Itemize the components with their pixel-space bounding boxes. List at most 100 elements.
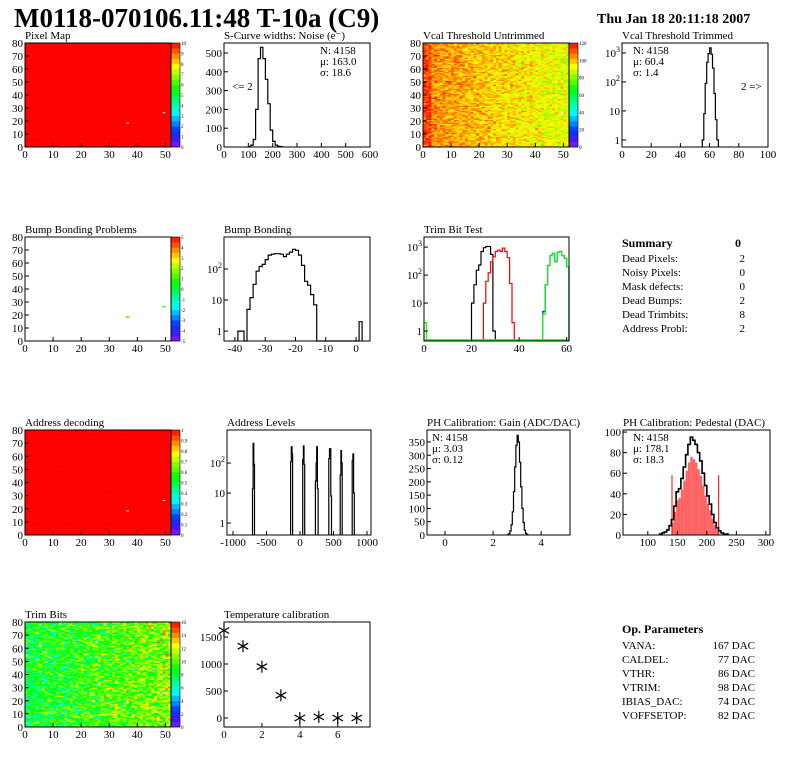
summary-count: 2: [740, 323, 746, 335]
y-tick-label: 300: [206, 86, 223, 98]
chart-title: S-Curve widths: Noise (e⁻): [224, 30, 345, 42]
palette-band: [171, 111, 180, 117]
summary-table: Summary 0 Dead Pixels: 2 Noisy Pixels: 0…: [622, 236, 746, 335]
palette-tick-label: 9: [181, 52, 184, 57]
op-param-value: 98 DAC: [718, 682, 755, 694]
palette-tick-label: 8: [181, 63, 184, 68]
y-tick-label: 400: [206, 67, 223, 79]
page-title: M0118-070106.11:48 T-10a (C9): [14, 3, 379, 33]
y-tick-label: 100: [206, 123, 223, 135]
op-parameters-title: Op. Parameters: [622, 622, 704, 636]
heatmap-cell: [126, 124, 129, 126]
palette-tick-label: 6: [181, 84, 184, 89]
palette-tick-label: 7: [181, 73, 184, 78]
y-tick-label: 0: [217, 142, 223, 154]
palette-band: [171, 74, 180, 80]
x-tick-label: 400: [313, 149, 330, 161]
x-tick-label: 40: [132, 149, 144, 161]
palette-band: [171, 95, 180, 101]
palette-band: [171, 53, 180, 59]
palette-band: [171, 90, 180, 96]
y-tick-label: 0: [18, 142, 24, 154]
panel-vcal-untrimmed: Vcal Threshold Untrimmed0204060801001200…: [410, 30, 587, 161]
x-tick-label: 300: [289, 149, 306, 161]
summary-count: 2: [740, 295, 746, 307]
op-param-label: VTHR:: [622, 668, 655, 680]
y-tick-label: 30: [12, 103, 24, 115]
summary-title: Summary: [622, 236, 673, 250]
y-tick-label: 500: [206, 48, 223, 60]
op-param-value: 77 DAC: [718, 654, 755, 666]
panel-noise: S-Curve widths: Noise (e⁻) 0 100 200 300 400 5…: [206, 30, 379, 161]
y-tick-label: 70: [12, 51, 24, 63]
summary-count: 2: [740, 253, 746, 265]
palette-band: [171, 137, 180, 143]
palette-band: [171, 100, 180, 106]
summary-label: Dead Trimbits:: [622, 309, 688, 321]
heatmap-cells: [25, 43, 171, 147]
palette-band: [171, 43, 180, 49]
op-parameters-table: Op. Parameters VANA: 167 DAC CALDEL: 77 …: [622, 622, 755, 722]
palette-tick-label: 4: [181, 104, 184, 109]
y-tick-label: 200: [206, 104, 223, 116]
x-tick-label: 20: [76, 149, 88, 161]
x-tick-label: 30: [104, 149, 116, 161]
op-param-value: 74 DAC: [718, 696, 755, 708]
summary-count: 0: [740, 267, 746, 279]
palette-band: [171, 116, 180, 122]
summary-label: Noisy Pixels:: [622, 267, 681, 279]
op-param-label: CALDEL:: [622, 654, 668, 666]
palette-band: [171, 105, 180, 111]
op-param-label: VTRIM:: [622, 682, 661, 694]
summary-count: 0: [740, 281, 746, 293]
date-label: Thu Jan 18 20:11:18 2007: [597, 12, 750, 27]
palette-band: [171, 126, 180, 132]
chart-title: Pixel Map: [25, 30, 71, 42]
color-palette: 012345678910: [171, 42, 187, 151]
summary-label: Address Probl:: [622, 323, 688, 335]
x-tick-label: 200: [264, 149, 281, 161]
summary-label: Dead Bumps:: [622, 295, 682, 307]
y-tick-label: 80: [12, 38, 24, 50]
heatmap-cells: [423, 43, 569, 147]
op-param-label: VOFFSETOP:: [622, 710, 687, 722]
op-param-label: VANA:: [622, 640, 655, 652]
x-tick-label: 50: [160, 149, 172, 161]
op-param-value: 82 DAC: [718, 710, 755, 722]
y-tick-label: 10: [12, 129, 24, 141]
x-tick-label: 100: [240, 149, 257, 161]
canvas: M0118-070106.11:48 T-10a (C9) Thu Jan 18…: [0, 0, 796, 772]
palette-tick-label: 3: [181, 115, 184, 120]
op-param-value: 167 DAC: [713, 640, 755, 652]
y-tick-label: 60: [12, 64, 24, 76]
x-tick-label: 500: [337, 149, 354, 161]
x-tick-label: 0: [221, 149, 227, 161]
palette-band: [171, 64, 180, 70]
palette-band: [171, 85, 180, 91]
palette-band: [171, 121, 180, 127]
summary-label: Dead Pixels:: [622, 253, 678, 265]
histogram-noise: [248, 47, 282, 147]
x-tick-label: 10: [48, 149, 60, 161]
palette-tick-label: 1: [181, 136, 184, 141]
palette-band: [171, 69, 180, 75]
palette-band: [171, 48, 180, 54]
y-tick-label: 20: [12, 116, 24, 128]
x-tick-label: 0: [22, 149, 28, 161]
summary-value: 0: [735, 236, 741, 250]
stat-line: σ: 18.6: [320, 67, 351, 79]
palette-tick-label: 2: [181, 125, 184, 130]
palette-tick-label: 5: [181, 94, 184, 99]
palette-tick-label: 10: [181, 42, 187, 47]
palette-band: [171, 131, 180, 137]
palette-band: [171, 59, 180, 65]
overflow-annotation: <= 2: [232, 81, 253, 93]
summary-count: 8: [740, 309, 746, 321]
palette-band: [171, 79, 180, 85]
summary-label: Mask defects:: [622, 281, 683, 293]
y-tick-label: 40: [12, 90, 24, 102]
x-tick-label: 600: [362, 149, 379, 161]
palette-band: [171, 142, 180, 148]
op-param-label: IBIAS_DAC:: [622, 696, 683, 708]
